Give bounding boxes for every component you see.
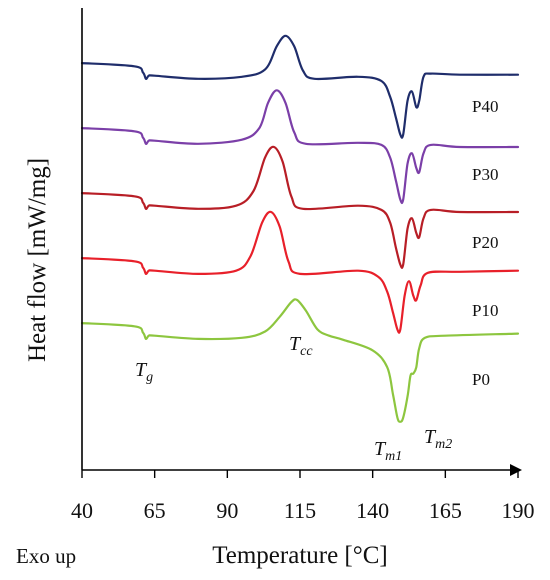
series-line-p20	[80, 145, 520, 269]
series-label-p10: P10	[472, 301, 498, 320]
series-label-p30: P30	[472, 165, 498, 184]
annotations: Tg Tcc Tm1 Tm2	[135, 333, 452, 464]
series-line-p10	[80, 210, 520, 334]
series-line-p30	[80, 89, 520, 205]
annotation-t-m1: Tm1	[374, 438, 402, 464]
exo-up-note: Exo up	[16, 544, 76, 568]
y-axis-title: Heat flow [mW/mg]	[24, 158, 51, 362]
x-axis-arrow	[510, 464, 522, 476]
series-label-p20: P20	[472, 233, 498, 252]
x-tick-label: 90	[216, 498, 238, 523]
x-tick-label: 190	[502, 498, 535, 523]
plot-area	[80, 34, 520, 423]
x-tick-label: 115	[284, 498, 316, 523]
series-label-p0: P0	[472, 370, 490, 389]
x-axis-title: Temperature [°C]	[212, 542, 388, 569]
annotation-t-g: Tg	[135, 359, 153, 385]
annotation-t-m2: Tm2	[424, 426, 452, 452]
x-tick-label: 65	[144, 498, 166, 523]
series-line-p40	[80, 34, 520, 139]
annotation-t-cc: Tcc	[289, 333, 313, 359]
series-label-p40: P40	[472, 97, 498, 116]
x-tick-label: 165	[429, 498, 462, 523]
x-ticks: 40 65 90 115 140 165 190	[71, 470, 535, 523]
x-tick-label: 140	[356, 498, 389, 523]
x-tick-label: 40	[71, 498, 93, 523]
series-labels: P40 P30 P20 P10 P0	[472, 97, 498, 389]
series-line-p0	[80, 298, 520, 423]
